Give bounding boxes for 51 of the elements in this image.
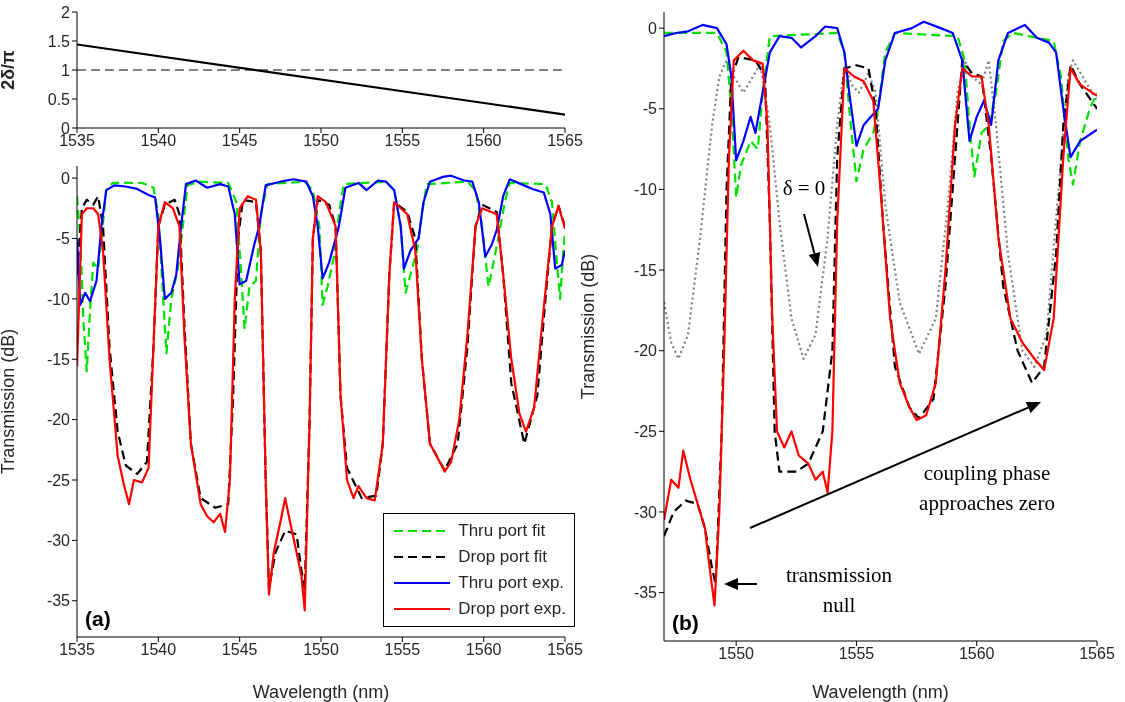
legend-label: Thru port fit [458,521,546,541]
y-tick-label: -35 [46,592,71,610]
annotation: (a) [85,607,111,631]
x-tick-label: 1560 [465,641,502,659]
y-tick-label: -10 [633,181,658,199]
x-tick-label: 1565 [547,641,583,659]
y-tick-label: -20 [633,342,658,360]
x-axis-title: Wavelength (nm) [812,682,949,702]
x-tick-label: 1535 [59,641,95,659]
x-tick-label: 1550 [303,132,339,150]
x-tick-label: 1540 [140,132,177,150]
y-tick-label: 2 [61,3,71,21]
y-tick-label: -15 [46,350,71,368]
y-tick-label: -25 [633,423,658,441]
legend-label: Drop port fit [458,547,548,567]
annotation: coupling phase approaches zero [919,460,1055,515]
x-tick-label: 1560 [958,645,995,663]
x-tick-label: 1560 [465,132,502,150]
y-tick-label: -5 [642,100,658,118]
x-tick-label: 1545 [221,641,258,659]
x-axis-title: Wavelength (nm) [252,682,390,702]
y-tick-label: -25 [46,471,71,489]
legend-label: Drop port exp. [458,599,566,619]
y-axis-title: Transmission (dB) [578,253,599,400]
x-tick-label: 1555 [838,645,875,663]
y-tick-label: 0.5 [47,90,71,108]
y-tick-label: -30 [633,503,658,521]
x-tick-label: 1565 [1079,645,1115,663]
legend-label: Thru port exp. [458,573,565,593]
annotation: (b) [672,611,699,635]
x-tick-label: 1550 [718,645,755,663]
x-tick-label: 1550 [303,641,339,659]
y-tick-label: -5 [55,230,71,248]
x-tick-label: 1545 [221,132,258,150]
y-tick-label: 1.5 [47,32,71,50]
x-tick-label: 1555 [384,132,421,150]
annotation: δ = 0 [782,175,826,200]
annotation: transmission null [785,562,893,617]
y-tick-label: -10 [46,290,71,308]
y-tick-label: -15 [633,261,658,279]
y-tick-label: 0 [648,19,658,37]
x-tick-label: 1540 [140,641,177,659]
x-tick-label: 1565 [547,132,583,150]
y-tick-label: -20 [46,411,71,429]
y-tick-label: 0 [61,169,71,187]
y-tick-label: 1 [61,61,71,79]
y-axis-title: 2δ/π [0,49,19,90]
y-tick-label: -30 [46,532,71,550]
y-axis-title: Transmission (dB) [0,328,19,475]
y-tick-label: -35 [633,584,658,602]
x-tick-label: 1555 [384,641,421,659]
